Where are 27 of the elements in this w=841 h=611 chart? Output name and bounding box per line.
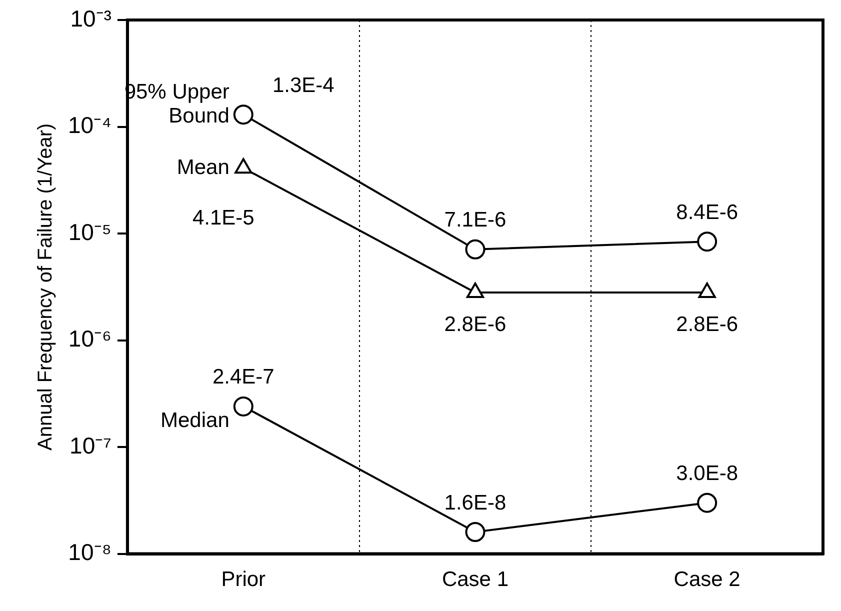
x-tick-label: Case 1 — [442, 568, 509, 592]
y-tick-label: 10⁻⁷ — [70, 432, 112, 458]
y-tick-label: 10⁻³ — [70, 5, 112, 32]
data-label: 1.3E-4 — [272, 74, 335, 97]
point — [697, 492, 718, 513]
point — [697, 232, 718, 252]
y-tick-label: 10⁻⁴ — [68, 112, 112, 138]
data-label: 3.0E-8 — [676, 462, 738, 486]
data-label: 4.1E-5 — [192, 206, 254, 230]
data-label: 2.8E-6 — [444, 312, 506, 336]
series-label: Median — [160, 409, 230, 432]
point — [233, 396, 254, 416]
point — [233, 104, 254, 125]
y-tick-label: 10⁻⁶ — [68, 326, 112, 352]
data-label: 1.6E-8 — [444, 491, 506, 514]
data-label: 8.4E-6 — [676, 200, 738, 224]
x-tick-label: Prior — [221, 568, 266, 592]
point — [465, 522, 486, 542]
series-label: Mean — [176, 156, 230, 179]
data-label: 2.8E-6 — [676, 312, 738, 336]
point — [465, 239, 486, 260]
data-label: 2.4E-7 — [212, 366, 274, 389]
y-tick-label: 10⁻⁵ — [68, 218, 112, 245]
y-axis-title: Annual Frequency of Failure (1/Year) — [34, 123, 57, 451]
x-tick-label: Case 2 — [674, 568, 740, 592]
data-label: 7.1E-6 — [444, 208, 506, 232]
y-tick-label: 10⁻⁸ — [68, 539, 112, 566]
